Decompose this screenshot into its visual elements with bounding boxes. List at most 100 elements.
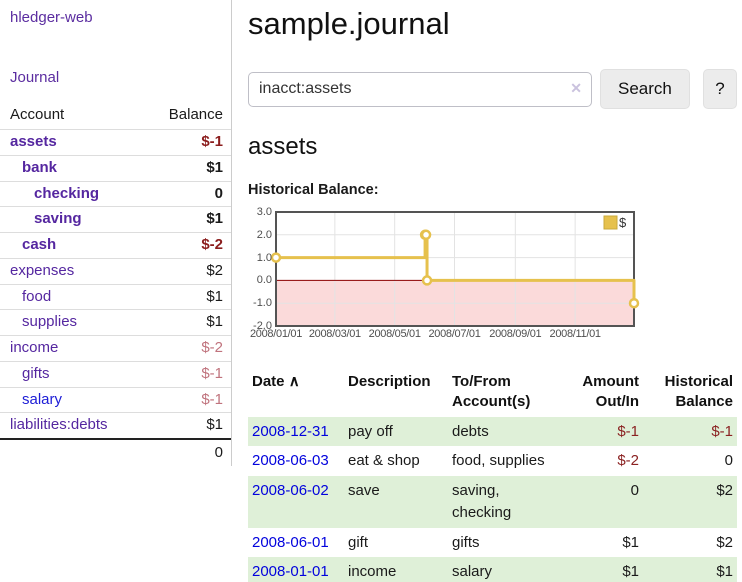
transaction-balance-cell: $1 xyxy=(716,563,733,581)
transaction-date-cell: 2008-06-01 xyxy=(248,528,344,558)
transaction-date-cell: 2008-06-03 xyxy=(248,446,344,476)
y-axis-tick-label: 2.0 xyxy=(256,228,272,241)
account-link[interactable]: checking xyxy=(34,184,100,202)
sort-ascending-icon: ∧ xyxy=(288,373,300,390)
accounts-total-row: 0 xyxy=(0,438,231,464)
account-row: salary $-1 xyxy=(0,386,231,413)
column-header-amount: Amount Out/In xyxy=(582,373,639,411)
account-link[interactable]: supplies xyxy=(22,313,78,331)
account-balance: $1 xyxy=(206,313,223,331)
column-header-date[interactable]: Date ∧ xyxy=(248,370,344,417)
transaction-amount-cell: $1 xyxy=(622,563,639,581)
y-axis-tick-label: 1.0 xyxy=(256,251,272,264)
accounts-col-balance: Balance xyxy=(168,106,223,123)
transaction-balance-cell: 0 xyxy=(724,452,733,470)
transaction-date-cell: 2008-01-01 xyxy=(248,557,344,582)
register-row: 2008-06-02 save saving, checking 0 $2 xyxy=(248,476,737,528)
transaction-amount-cell: $1 xyxy=(622,533,639,551)
register-row: 2008-06-01 gift gifts $1 $2 xyxy=(248,528,737,558)
register-row: 2008-01-01 income salary $1 $1 xyxy=(248,557,737,582)
account-link[interactable]: expenses xyxy=(10,261,75,279)
transaction-date-link[interactable]: 2008-01-01 xyxy=(252,563,329,581)
account-row: checking 0 xyxy=(0,180,231,207)
account-link[interactable]: liabilities:debts xyxy=(10,416,108,434)
transaction-date-link[interactable]: 2008-06-02 xyxy=(252,482,329,499)
account-heading: assets xyxy=(248,133,318,160)
account-row: expenses $2 xyxy=(0,257,231,284)
register-table-body: 2008-12-31 pay off debts $-1 $-1 2008-06… xyxy=(248,416,737,582)
sidebar-item-journal[interactable]: Journal xyxy=(10,69,60,86)
account-balance: 0 xyxy=(214,184,223,202)
account-link[interactable]: income xyxy=(10,339,59,356)
column-header-balance: Historical Balance xyxy=(664,373,733,411)
account-link[interactable]: cash xyxy=(22,236,57,253)
accounts-list: assets $-1 bank $1 checking 0 saving $1 … xyxy=(0,129,231,438)
account-link[interactable]: saving xyxy=(34,210,82,228)
account-balance: $2 xyxy=(206,261,223,279)
clear-search-icon[interactable]: ✕ xyxy=(570,80,582,97)
column-header-accounts: To/From Account(s) xyxy=(452,373,531,411)
x-axis-tick-label: 2008/03/01 xyxy=(308,328,361,340)
account-balance: $-1 xyxy=(201,364,223,382)
search-form: ✕ Search ? xyxy=(248,69,737,109)
account-balance: $-1 xyxy=(201,133,223,150)
account-balance: $-2 xyxy=(201,339,223,356)
chart-legend-label: $ xyxy=(619,215,627,230)
account-row: income $-2 xyxy=(0,335,231,361)
account-link[interactable]: assets xyxy=(10,133,57,150)
account-balance: $-1 xyxy=(201,390,223,408)
accounts-total-value: 0 xyxy=(214,444,223,461)
account-balance: $-2 xyxy=(201,236,223,253)
search-button[interactable]: Search xyxy=(600,69,690,109)
account-row: assets $-1 xyxy=(0,129,231,155)
account-link[interactable]: salary xyxy=(22,390,63,408)
account-balance: $1 xyxy=(206,210,223,228)
sidebar: hledger-web Journal Account Balance asse… xyxy=(0,0,232,466)
transaction-balance-cell: $-1 xyxy=(711,422,733,440)
account-link[interactable]: bank xyxy=(22,158,58,176)
transaction-amount-cell: $-2 xyxy=(617,452,639,470)
transaction-balance-cell: $2 xyxy=(716,482,733,499)
accounts-col-account: Account xyxy=(10,106,65,123)
help-button[interactable]: ? xyxy=(702,69,737,109)
transaction-description-cell: gift xyxy=(348,533,369,551)
main-content: sample.journal ✕ Search ? assets Histori… xyxy=(248,0,737,582)
transaction-description-cell: pay off xyxy=(348,422,393,440)
column-header-date-label: Date xyxy=(252,373,285,390)
transaction-date-cell: 2008-12-31 xyxy=(248,417,344,447)
account-link[interactable]: food xyxy=(22,287,52,305)
x-axis-tick-label: 2008/09/01 xyxy=(489,328,542,340)
account-balance: $1 xyxy=(206,287,223,305)
transaction-accounts-cell: food, supplies xyxy=(452,452,545,470)
transaction-description-cell: save xyxy=(348,482,380,499)
transaction-date-link[interactable]: 2008-06-01 xyxy=(252,533,329,551)
account-row: liabilities:debts $1 xyxy=(0,412,231,438)
transaction-description-cell: income xyxy=(348,563,397,581)
transaction-accounts-cell: debts xyxy=(452,422,489,440)
x-axis-tick-label: 2008/05/01 xyxy=(368,328,421,340)
transaction-amount-cell: $-1 xyxy=(617,422,639,440)
search-input-wrap: ✕ xyxy=(248,71,592,107)
app-title-link[interactable]: hledger-web xyxy=(10,9,93,26)
transaction-balance-cell: $2 xyxy=(716,533,733,551)
transaction-date-link[interactable]: 2008-06-03 xyxy=(252,452,329,470)
transaction-date-cell: 2008-06-02 xyxy=(248,476,344,528)
x-axis-tick-label: 2008/11/01 xyxy=(549,328,602,340)
transaction-accounts-cell: gifts xyxy=(452,533,480,551)
transaction-accounts-cell: salary xyxy=(452,563,493,581)
search-input[interactable] xyxy=(248,71,592,107)
column-header-description: Description xyxy=(348,373,431,390)
y-axis-tick-label: -2.0 xyxy=(253,320,272,332)
transaction-amount-cell: 0 xyxy=(630,482,639,499)
x-axis-tick-label: 2008/07/01 xyxy=(428,328,481,340)
accounts-table-header: Account Balance xyxy=(0,100,231,129)
transaction-description-cell: eat & shop xyxy=(348,452,420,470)
transaction-accounts-cell: saving, checking xyxy=(452,482,512,521)
account-link[interactable]: gifts xyxy=(22,364,50,382)
page-title: sample.journal xyxy=(248,6,450,41)
account-balance: $1 xyxy=(206,158,223,176)
y-axis-tick-label: 3.0 xyxy=(256,206,272,218)
x-axis-tick-label: 2008/01/01 xyxy=(249,328,303,340)
register-row: 2008-06-03 eat & shop food, supplies $-2… xyxy=(248,446,737,476)
transaction-date-link[interactable]: 2008-12-31 xyxy=(252,422,329,440)
